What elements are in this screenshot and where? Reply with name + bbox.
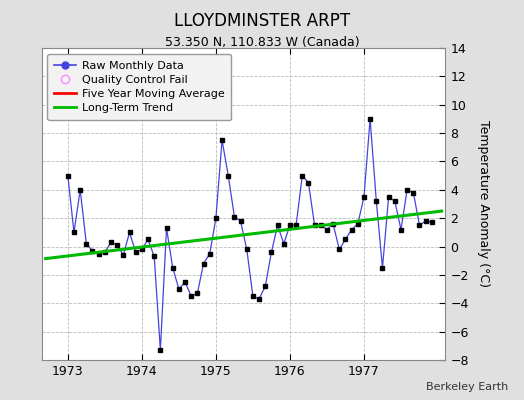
Text: LLOYDMINSTER ARPT: LLOYDMINSTER ARPT (174, 12, 350, 30)
Text: Berkeley Earth: Berkeley Earth (426, 382, 508, 392)
Legend: Raw Monthly Data, Quality Control Fail, Five Year Moving Average, Long-Term Tren: Raw Monthly Data, Quality Control Fail, … (48, 54, 231, 120)
Text: 53.350 N, 110.833 W (Canada): 53.350 N, 110.833 W (Canada) (165, 36, 359, 49)
Y-axis label: Temperature Anomaly (°C): Temperature Anomaly (°C) (477, 120, 490, 288)
